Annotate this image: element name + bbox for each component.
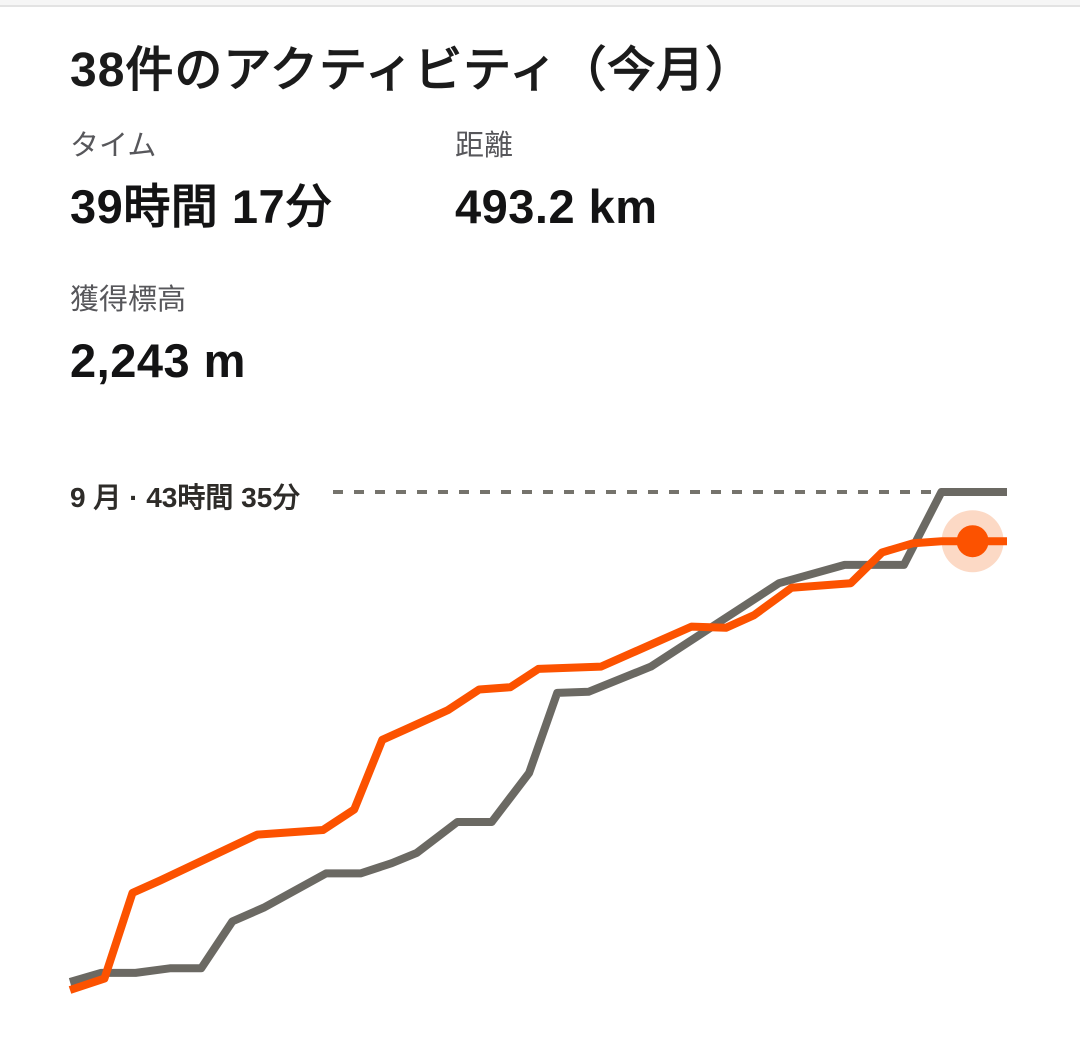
previous-month-total-label: 9 月 · 43時間 35分 bbox=[70, 482, 301, 513]
cumulative-time-chart[interactable]: 9 月 · 43時間 35分 bbox=[0, 430, 1080, 1053]
previous-month-line bbox=[68, 488, 1007, 986]
stats-row: タイム 39時間 17分 距離 493.2 km bbox=[70, 130, 658, 233]
stat-distance-value: 493.2 km bbox=[455, 180, 658, 233]
chart-canvas bbox=[68, 488, 1007, 994]
current-day-marker-dot[interactable] bbox=[956, 525, 989, 558]
stat-elevation-label: 獲得標高 bbox=[70, 284, 187, 316]
card-top-divider bbox=[0, 0, 1080, 7]
stat-time: タイム 39時間 17分 bbox=[70, 130, 455, 233]
current-month-line bbox=[68, 537, 1007, 994]
stat-elevation: 獲得標高 2,243 m bbox=[70, 284, 246, 387]
stat-distance: 距離 493.2 km bbox=[455, 130, 658, 233]
stat-time-label: タイム bbox=[70, 130, 157, 162]
page-title: 38件のアクティビティ（今月） bbox=[70, 44, 755, 97]
stat-time-value: 39時間 17分 bbox=[70, 180, 333, 233]
stat-elevation-value: 2,243 m bbox=[70, 334, 246, 387]
stat-distance-label: 距離 bbox=[455, 130, 514, 162]
